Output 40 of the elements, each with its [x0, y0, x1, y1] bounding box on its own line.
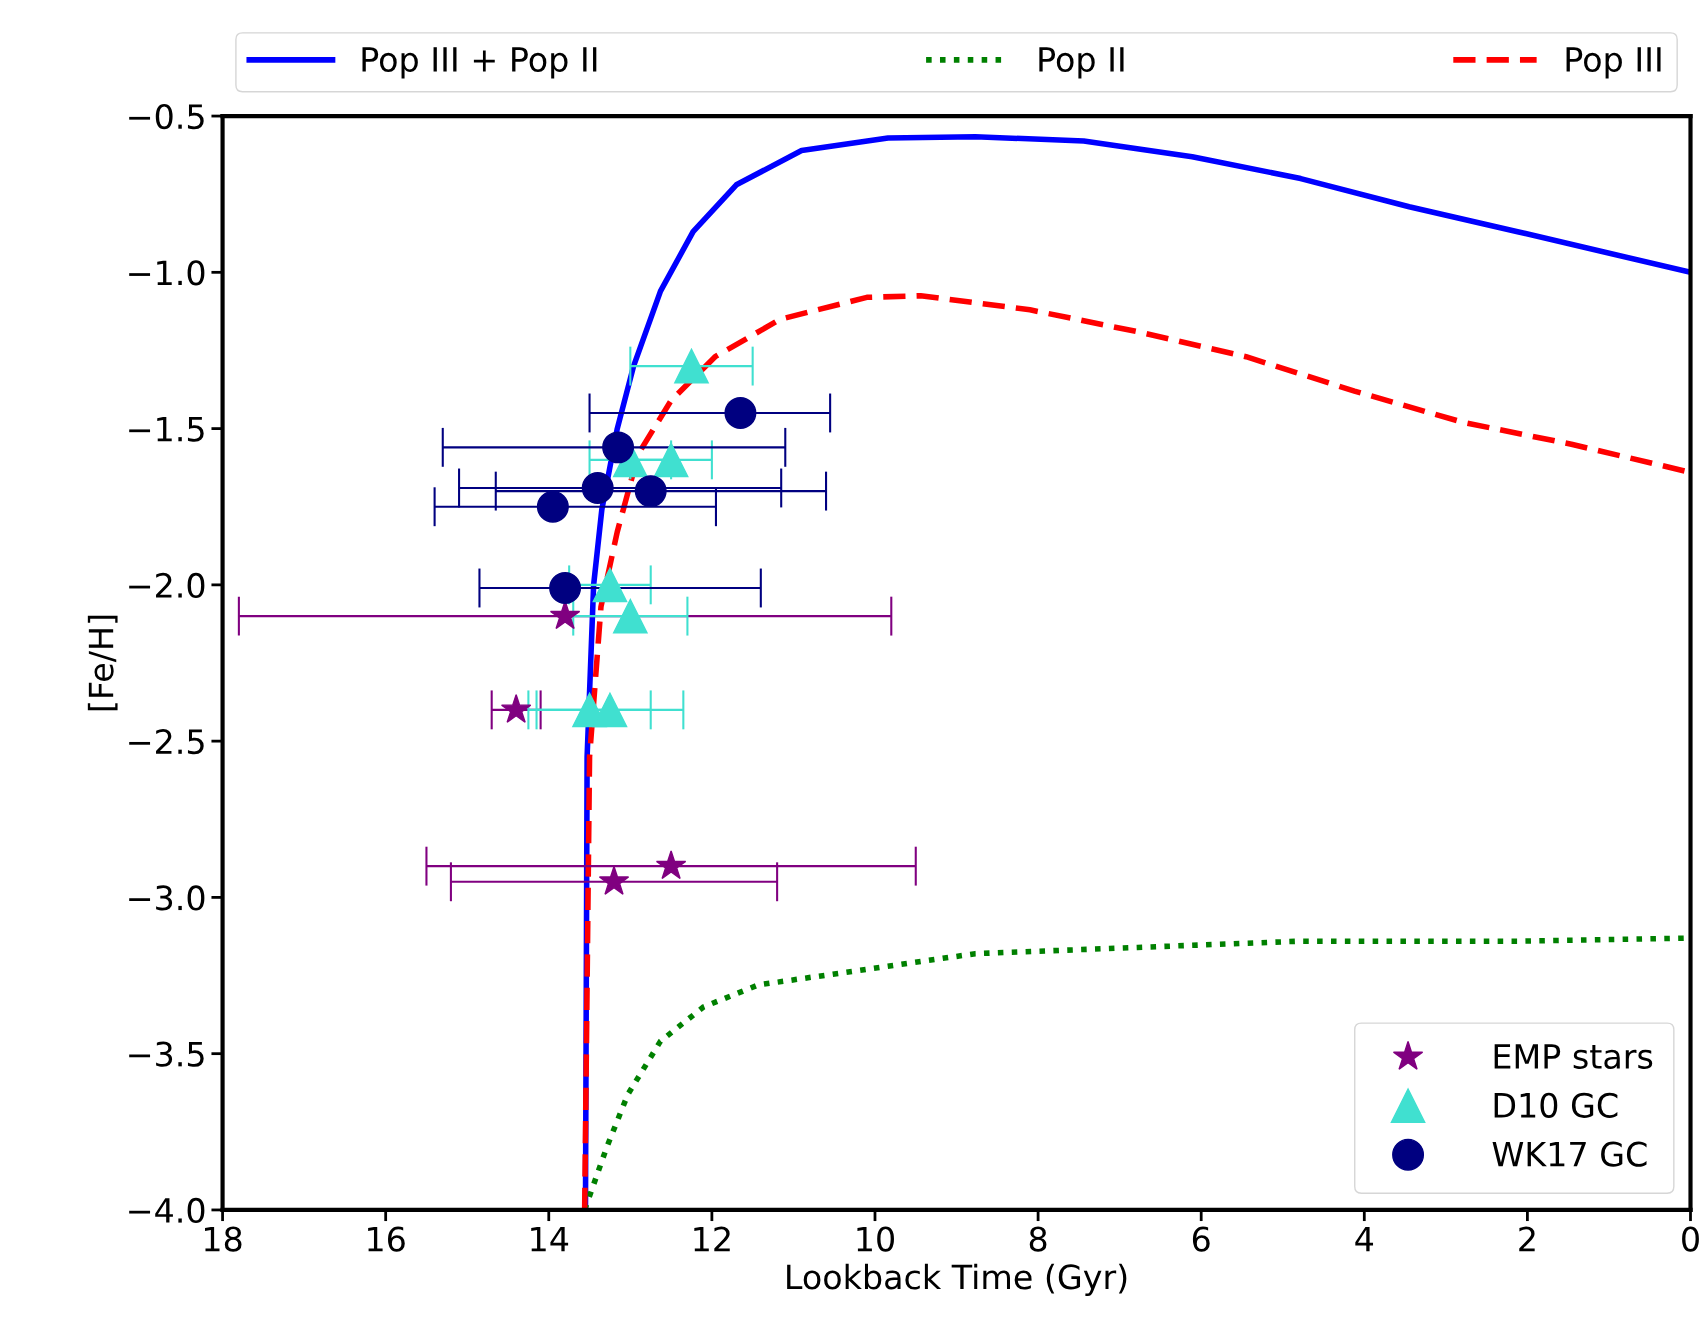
point [536, 490, 569, 523]
point [592, 567, 628, 603]
legend-label: Pop II [1039, 47, 1124, 79]
x-axis-title: Lookback Time (Gyr) [787, 1263, 1127, 1296]
y-tick-label: −3.0 [129, 885, 205, 911]
point [653, 442, 689, 478]
point [634, 475, 667, 508]
point [612, 598, 648, 634]
x-tick-label: 14 [531, 1226, 569, 1252]
x-tick-label: 18 [205, 1226, 242, 1252]
legend-label: Pop III [1566, 47, 1661, 79]
x-tick-label: 10 [857, 1226, 894, 1252]
x-tick-label: 0 [1682, 1226, 1699, 1252]
y-tick-label: −0.5 [129, 103, 204, 130]
x-tick-label: 8 [1029, 1226, 1047, 1252]
point [592, 692, 628, 728]
y-tick-label: −1.0 [129, 260, 205, 286]
x-tick-label: 16 [368, 1226, 405, 1252]
legend-label: D10 GC [1494, 1092, 1618, 1118]
point [598, 865, 630, 895]
point [724, 396, 757, 429]
legend-label: EMP stars [1494, 1044, 1653, 1069]
point [581, 472, 614, 504]
y-tick-label: −2.5 [129, 729, 204, 755]
point [549, 572, 582, 604]
y-tick-label: −3.5 [129, 1041, 204, 1067]
point [674, 348, 709, 384]
point [500, 693, 532, 723]
y-tick-label: −2.0 [129, 572, 205, 598]
y-axis-title: [Fe/H] [87, 615, 118, 711]
x-tick-label: 2 [1519, 1226, 1535, 1252]
y-tick-label: −4.0 [129, 1197, 205, 1224]
x-tick-label: 12 [694, 1226, 730, 1252]
point [602, 431, 635, 464]
point [655, 850, 687, 880]
x-tick-label: 4 [1355, 1226, 1374, 1252]
x-tick-label: 6 [1192, 1226, 1210, 1252]
legend-label: Pop III + Pop II [362, 47, 597, 79]
legend-label: WK17 GC [1492, 1141, 1647, 1167]
y-tick-label: −1.5 [129, 416, 204, 442]
